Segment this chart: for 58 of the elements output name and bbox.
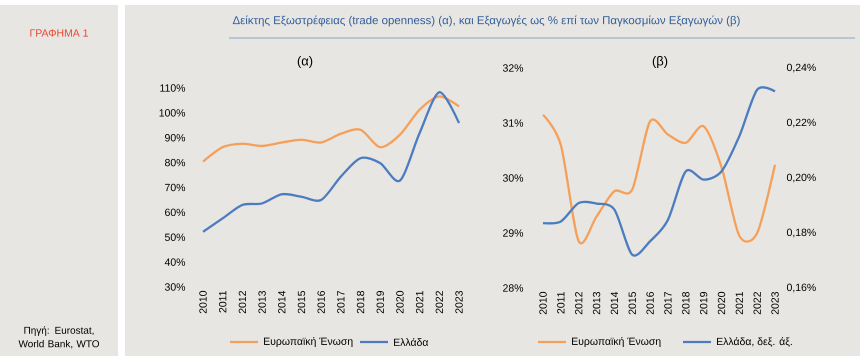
chart-title: (α) <box>298 56 312 68</box>
x-tick-label: 2022 <box>753 292 761 314</box>
x-tick-label: 2017 <box>664 292 672 314</box>
x-tick-label: 2014 <box>278 290 286 314</box>
y-tick-label: 90% <box>165 134 186 142</box>
y-tick-label: 32% <box>502 64 524 72</box>
x-tick-label: 2011 <box>557 292 565 314</box>
x-tick-label: 2020 <box>718 292 726 314</box>
x-tick-label: 2013 <box>258 290 266 314</box>
y-tick-label: 30% <box>502 174 524 182</box>
x-tick-label: 2014 <box>610 292 618 314</box>
x-tick-label: 2010 <box>539 292 547 314</box>
y-tick-label: 60% <box>165 208 186 216</box>
x-tick-label: 2016 <box>317 290 325 314</box>
chart-title: (β) <box>652 56 668 68</box>
x-tick-label: 2021 <box>736 292 744 314</box>
legend-label: Ευρωπαϊκή Ένωση <box>264 336 352 348</box>
y-tick-label: 80% <box>165 158 186 166</box>
x-tick-label: 2019 <box>700 292 708 314</box>
legend-label: Ελλάδα, δεξ. άξ. <box>717 337 792 347</box>
y-tick-label: 31% <box>502 119 524 127</box>
x-tick-label: 2016 <box>646 292 654 314</box>
line-series <box>202 95 460 163</box>
y-tick-label: 110% <box>160 84 186 92</box>
y2-tick-label: 0,22% <box>786 118 816 128</box>
x-tick-label: 2012 <box>575 292 582 314</box>
x-tick-label: 2019 <box>376 291 384 314</box>
x-tick-label: 2015 <box>628 292 636 314</box>
y-tick-label: 50% <box>164 234 186 241</box>
legend-label: Ελλάδα <box>394 338 428 346</box>
x-tick-label: 2013 <box>592 292 600 314</box>
legend-label: Ευρωπαϊκή Ένωση <box>572 336 660 348</box>
y-tick-label: 29% <box>503 229 524 237</box>
line-series <box>202 91 460 233</box>
x-tick-label: 2022 <box>436 291 444 314</box>
y2-tick-label: 0,18% <box>786 228 816 238</box>
y2-tick-label: 0,16% <box>786 284 816 292</box>
x-tick-label: 2015 <box>298 290 306 314</box>
x-tick-label: 2023 <box>771 292 779 314</box>
x-tick-label: 2010 <box>199 290 207 314</box>
x-tick-label: 2017 <box>337 291 345 314</box>
y-tick-label: 28% <box>503 284 524 292</box>
x-tick-label: 2012 <box>238 291 246 314</box>
y2-tick-label: 0,20% <box>786 174 816 182</box>
y-tick-label: 100% <box>160 109 186 117</box>
text: Δείκτης Εξωστρέφειας (trade openness) (α), και Εξαγωγές ως % επί των Παγκοσμίων Εξαγωγών (β) <box>232 16 740 26</box>
text: ΓΡΑΦΗΜΑ 1 <box>30 29 88 37</box>
text: Πηγή: Eurostat, World Bank, WTO <box>18 326 100 348</box>
x-tick-label: 2018 <box>682 292 690 314</box>
x-tick-label: 2023 <box>455 290 463 314</box>
y2-tick-label: 0,24% <box>786 64 816 72</box>
y-tick-label: 30% <box>164 283 186 291</box>
x-tick-label: 2018 <box>356 290 364 314</box>
x-tick-label: 2011 <box>219 291 226 312</box>
x-tick-label: 2021 <box>416 291 424 314</box>
x-tick-label: 2020 <box>396 290 404 314</box>
y-tick-label: 70% <box>165 184 186 192</box>
y-tick-label: 40% <box>164 258 186 266</box>
